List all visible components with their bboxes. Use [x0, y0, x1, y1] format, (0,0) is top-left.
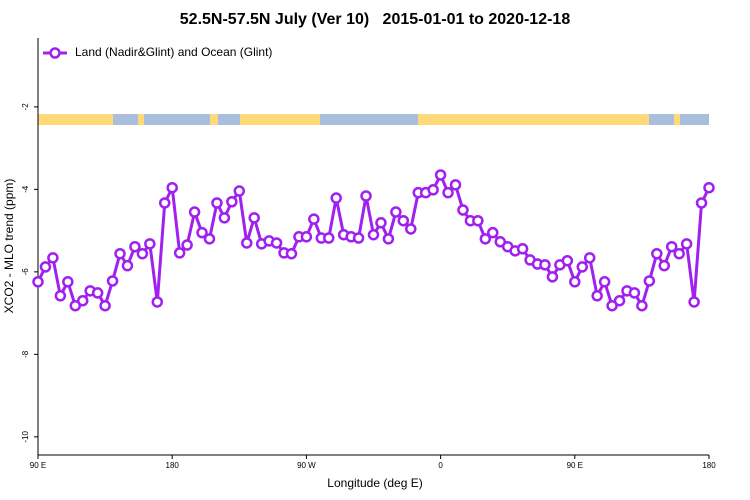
- data-point: [173, 247, 186, 259]
- data-point: [323, 232, 335, 244]
- data-point: [375, 217, 387, 229]
- y-tick-label: -6: [21, 268, 30, 276]
- data-point: [129, 240, 141, 253]
- data-point: [144, 238, 156, 250]
- data-point: [494, 236, 506, 248]
- data-point: [166, 181, 178, 194]
- data-point: [591, 290, 603, 302]
- data-point: [703, 181, 715, 194]
- data-point: [680, 238, 693, 250]
- data-point: [352, 232, 365, 244]
- data-point: [434, 169, 447, 181]
- data-point: [270, 237, 283, 249]
- x-axis-label: Longitude (deg E): [327, 476, 422, 490]
- data-point: [628, 287, 641, 299]
- y-tick-label: -10: [21, 431, 30, 443]
- data-point: [487, 226, 499, 239]
- x-tick-label: 0: [438, 461, 443, 470]
- y-axis-label: XCO2 - MLO trend (ppm): [2, 179, 16, 314]
- data-point: [576, 261, 589, 273]
- data-point: [39, 261, 52, 273]
- data-point: [397, 214, 410, 227]
- data-point: [158, 197, 171, 209]
- data-point: [136, 247, 149, 260]
- data-point: [665, 240, 678, 253]
- data-point: [569, 276, 581, 288]
- data-point: [405, 223, 417, 235]
- data-point: [360, 190, 372, 202]
- x-tick-label: 90 E: [567, 461, 583, 470]
- data-point: [106, 275, 119, 287]
- data-point: [62, 276, 74, 288]
- data-point: [695, 197, 708, 209]
- legend-marker: [49, 47, 61, 59]
- data-point: [457, 204, 469, 216]
- data-point: [472, 214, 484, 227]
- data-point: [673, 247, 685, 260]
- data-point: [32, 276, 44, 288]
- data-point: [69, 299, 82, 312]
- data-point: [427, 184, 439, 196]
- data-point: [651, 247, 663, 260]
- data-point: [121, 259, 134, 272]
- data-point: [643, 275, 656, 287]
- data-point: [546, 271, 559, 283]
- data-point: [382, 233, 395, 245]
- data-point: [598, 276, 611, 288]
- data-point: [181, 239, 193, 251]
- data-point: [300, 231, 313, 243]
- data-point: [241, 237, 253, 249]
- data-point: [390, 206, 402, 218]
- data-point: [367, 228, 380, 241]
- data-point: [151, 296, 164, 308]
- data-point: [218, 212, 231, 224]
- data-point: [516, 243, 529, 255]
- data-point: [76, 294, 89, 307]
- data-point: [636, 299, 648, 312]
- data-point: [583, 252, 596, 264]
- data-point: [233, 185, 246, 197]
- data-point: [658, 259, 671, 272]
- data-point: [479, 233, 492, 245]
- data-point: [606, 299, 618, 312]
- data-point: [54, 290, 67, 302]
- coast-band: [38, 114, 709, 125]
- data-point: [188, 206, 201, 218]
- data-point: [91, 287, 104, 299]
- data-point: [308, 213, 320, 225]
- data-point: [211, 197, 223, 209]
- data-point: [248, 212, 260, 224]
- data-point: [196, 226, 208, 239]
- y-tick-label: -8: [21, 350, 30, 358]
- data-point: [539, 259, 551, 271]
- x-tick-label: 90 W: [297, 461, 316, 470]
- data-point: [688, 296, 700, 308]
- data-point: [442, 186, 454, 199]
- legend-label: Land (Nadir&Glint) and Ocean (Glint): [75, 45, 272, 59]
- x-tick-label: 180: [166, 461, 180, 470]
- chart-title: 52.5N-57.5N July (Ver 10) 2015-01-01 to …: [180, 11, 571, 28]
- x-tick-label: 180: [702, 461, 716, 470]
- y-tick-label: -4: [21, 185, 30, 193]
- data-point: [561, 254, 574, 267]
- x-tick-label: 90 E: [30, 461, 46, 470]
- data-point: [47, 252, 59, 264]
- data-point: [226, 195, 238, 208]
- data-point: [285, 247, 298, 260]
- data-point: [449, 179, 462, 191]
- y-tick-label: -2: [21, 103, 30, 111]
- data-point: [613, 294, 626, 307]
- data-point: [114, 247, 126, 260]
- data-point: [99, 299, 111, 312]
- data-point: [330, 192, 342, 204]
- data-point: [203, 233, 216, 245]
